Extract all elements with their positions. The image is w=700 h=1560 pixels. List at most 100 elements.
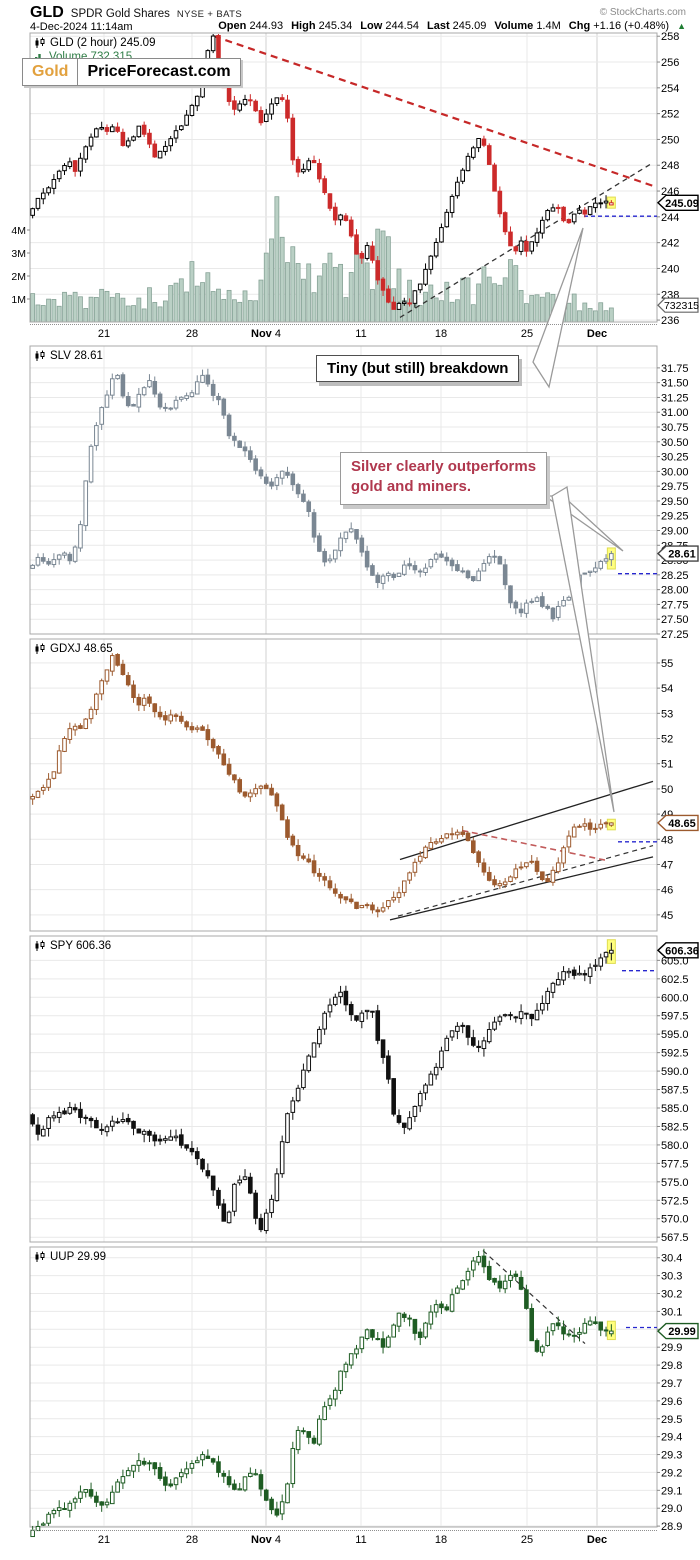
- svg-text:600.0: 600.0: [661, 992, 689, 1004]
- svg-text:31.50: 31.50: [661, 378, 689, 390]
- breakdown-annotation: Tiny (but still) breakdown: [316, 355, 520, 382]
- svg-text:3M: 3M: [11, 248, 26, 260]
- ticker-name: SPDR Gold Shares: [70, 8, 170, 20]
- quote-high: High 245.34: [291, 20, 353, 32]
- quote-change: Chg +1.16 (+0.48%): [568, 20, 670, 32]
- x-axis-label: 25: [520, 328, 534, 340]
- x-axis-label: Nov 4: [251, 328, 281, 340]
- x-axis-label: 11: [355, 1534, 367, 1546]
- svg-text:602.5: 602.5: [661, 974, 689, 986]
- svg-text:29.00: 29.00: [661, 526, 689, 538]
- svg-text:29.3: 29.3: [661, 1450, 682, 1462]
- svg-text:28.00: 28.00: [661, 585, 689, 597]
- exchange-label: NYSE + BATS: [176, 9, 243, 20]
- svg-text:48.65: 48.65: [668, 818, 696, 830]
- svg-text:30.00: 30.00: [661, 466, 689, 478]
- svg-text:732315: 732315: [664, 300, 699, 312]
- svg-text:248: 248: [661, 160, 679, 172]
- svg-text:29.99: 29.99: [668, 1326, 696, 1338]
- svg-text:587.5: 587.5: [661, 1085, 689, 1097]
- quote-volume: Volume 1.4M: [494, 20, 561, 32]
- spy-legend: SPY 606.36: [34, 940, 111, 952]
- svg-text:48: 48: [661, 834, 673, 846]
- svg-text:45: 45: [661, 910, 673, 922]
- svg-text:236: 236: [661, 315, 679, 327]
- x-axis-label: 28: [185, 328, 199, 340]
- svg-text:29.9: 29.9: [661, 1342, 682, 1354]
- svg-text:250: 250: [661, 134, 679, 146]
- svg-text:29.1: 29.1: [661, 1485, 682, 1497]
- x-axis-label: 18: [434, 328, 448, 340]
- svg-text:585.0: 585.0: [661, 1103, 689, 1115]
- svg-text:30.50: 30.50: [661, 437, 689, 449]
- svg-text:29.75: 29.75: [661, 481, 689, 493]
- svg-text:46: 46: [661, 885, 673, 897]
- svg-text:50: 50: [661, 784, 673, 796]
- candlestick-icon: [35, 643, 45, 654]
- stockcharts-credit: © StockCharts.com: [599, 7, 686, 18]
- x-axis-label: 18: [434, 1534, 448, 1546]
- svg-text:31.00: 31.00: [661, 407, 689, 419]
- spy-price-panel: 567.5 570.0 572.5 575.0 577.5 580.0 582.5 585.0…: [29, 935, 699, 1244]
- svg-text:28.9: 28.9: [661, 1521, 682, 1533]
- svg-text:582.5: 582.5: [661, 1121, 689, 1133]
- x-axis-label: 21: [97, 1534, 111, 1546]
- svg-text:30.75: 30.75: [661, 422, 689, 434]
- svg-text:29.6: 29.6: [661, 1396, 682, 1408]
- svg-text:2M: 2M: [11, 271, 26, 283]
- quote-open: Open 244.93: [218, 20, 284, 32]
- svg-text:55: 55: [661, 658, 673, 670]
- svg-text:30.25: 30.25: [661, 452, 689, 464]
- uup-x-axis: 21 28 Nov 4 11 18 25 Dec: [0, 1529, 700, 1549]
- ticker-symbol: GLD: [30, 4, 64, 21]
- svg-text:580.0: 580.0: [661, 1140, 689, 1152]
- svg-text:29.25: 29.25: [661, 511, 689, 523]
- svg-text:30.2: 30.2: [661, 1289, 682, 1301]
- svg-text:4M: 4M: [11, 225, 26, 237]
- svg-text:244: 244: [661, 212, 679, 224]
- silver-outperforms-annotation: Silver clearly outperforms gold and mine…: [340, 452, 548, 505]
- quote-last: Last 245.09: [426, 20, 487, 32]
- chart-header: GLD SPDR Gold Shares NYSE + BATS: [30, 4, 242, 22]
- annotation-pointers: [532, 227, 624, 813]
- quote-low: Low 244.54: [360, 20, 419, 32]
- change-up-arrow-icon: ▲: [677, 21, 686, 31]
- svg-text:51: 51: [661, 759, 673, 771]
- slv-legend: SLV 28.61: [34, 350, 103, 362]
- svg-text:52: 52: [661, 734, 673, 746]
- svg-text:570.0: 570.0: [661, 1214, 689, 1226]
- svg-text:595.0: 595.0: [661, 1029, 689, 1041]
- x-axis-label: Nov 4: [251, 1534, 281, 1546]
- svg-text:29.8: 29.8: [661, 1360, 682, 1372]
- chart-datetime: 4-Dec-2024 11:14am: [30, 21, 133, 33]
- svg-text:31.75: 31.75: [661, 363, 689, 375]
- svg-text:606.36: 606.36: [665, 945, 699, 957]
- svg-text:577.5: 577.5: [661, 1158, 689, 1170]
- uup-legend: UUP 29.99: [34, 1251, 106, 1263]
- svg-text:54: 54: [661, 683, 673, 695]
- svg-text:572.5: 572.5: [661, 1195, 689, 1207]
- svg-text:240: 240: [661, 263, 679, 275]
- gld-x-axis: 21 28 Nov 4 11 18 25 Dec: [0, 323, 700, 343]
- svg-text:1M: 1M: [11, 294, 26, 306]
- svg-text:590.0: 590.0: [661, 1066, 689, 1078]
- svg-text:31.25: 31.25: [661, 392, 689, 404]
- gdxj-legend: GDXJ 48.65: [34, 643, 113, 655]
- svg-text:258: 258: [661, 31, 679, 43]
- svg-text:30.1: 30.1: [661, 1306, 682, 1318]
- svg-text:29.4: 29.4: [661, 1432, 682, 1444]
- gdxj-price-panel: 454647484950515253545548.65: [29, 638, 699, 932]
- svg-text:28.61: 28.61: [668, 549, 696, 561]
- quote-summary: Open 244.93 High 245.34 Low 244.54 Last …: [218, 20, 686, 32]
- svg-text:252: 252: [661, 109, 679, 121]
- logo-domain-text: PriceForecast.com: [78, 58, 241, 86]
- x-axis-label: Dec: [586, 328, 608, 340]
- svg-text:29.5: 29.5: [661, 1414, 682, 1426]
- svg-text:53: 53: [661, 708, 673, 720]
- gold-priceforecast-logo: Gold PriceForecast.com: [22, 58, 241, 86]
- svg-text:27.25: 27.25: [661, 629, 689, 641]
- svg-text:567.5: 567.5: [661, 1232, 689, 1244]
- svg-text:242: 242: [661, 238, 679, 250]
